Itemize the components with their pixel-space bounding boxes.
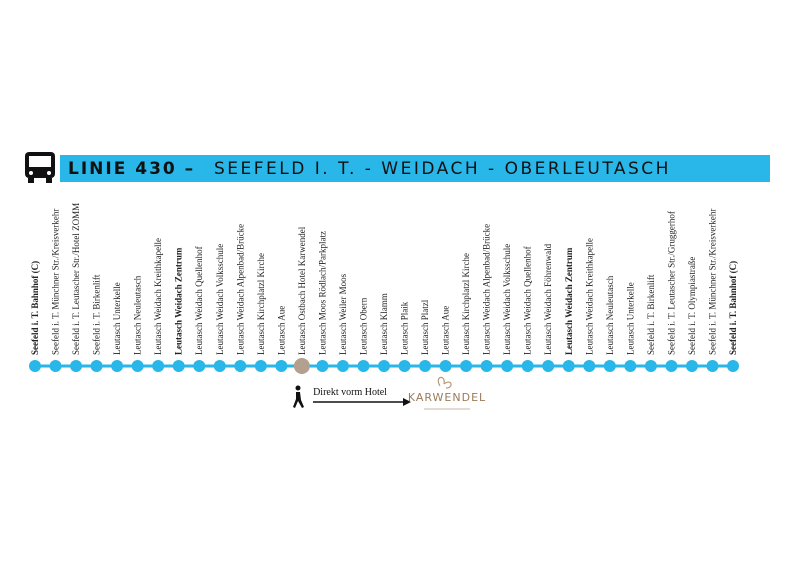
- stop-label: Leutasch Weidach Zentrum: [174, 247, 184, 355]
- stop-label: Leutasch Weidach Volksschule: [215, 244, 225, 355]
- stop-label: Seefeld i. T. Münchner Str./Kreisverkehr: [707, 209, 717, 355]
- stop-dot: [480, 360, 493, 372]
- stop-dot: [90, 360, 103, 372]
- stop-label: Seefeld i. T. Olympiastraße: [687, 257, 697, 355]
- stop-dot: [706, 360, 719, 372]
- route-title: SEEFELD I. T. - WEIDACH - OBERLEUTASCH: [214, 159, 671, 179]
- stop-dot: [254, 360, 267, 372]
- line-number: LINIE 430 –: [68, 159, 195, 179]
- stop-dot: [336, 360, 349, 372]
- stop-dot: [603, 360, 616, 372]
- stop-dot: [419, 360, 432, 372]
- stop-label: Seefeld i. T. Birkenlift: [92, 274, 102, 355]
- stop-dot: [398, 360, 411, 372]
- stop-label: Leutasch Aue: [276, 306, 286, 355]
- stop-label: Seefeld i. T. Bahnhof (C): [728, 261, 738, 355]
- stops: Seefeld i. T. Bahnhof (C) Seefeld i. T. M…: [29, 203, 739, 374]
- stop-dot: [727, 360, 739, 372]
- stop-dot: [29, 360, 41, 372]
- stop-label: Leutasch Platzl: [420, 299, 430, 355]
- stop-dot: [275, 360, 288, 372]
- stop-dot: [234, 360, 247, 372]
- stop-label: Leutasch Moos Rödlach/Parkplatz: [317, 231, 327, 355]
- stop-dot: [665, 360, 678, 372]
- stop-dot: [49, 360, 62, 372]
- hotel-stop: [293, 358, 310, 374]
- stop-dot: [213, 360, 226, 372]
- logo-mark: [437, 376, 452, 389]
- stop-dot: [501, 360, 514, 372]
- stop-label: Leutasch Neuleutasch: [133, 275, 143, 355]
- stop-label: Leutasch Klamm: [379, 293, 389, 355]
- arrow-head: [403, 398, 411, 406]
- logo-text: KARWENDEL: [408, 391, 486, 404]
- stop-dot: [439, 360, 452, 372]
- stop-label: Seefeld i. T. Leutascher Str./Hotel ZOMM: [71, 203, 81, 355]
- stop-label: Leutasch Weidach Volksschule: [502, 244, 512, 355]
- stop-label: Leutasch Weiler Moos: [338, 273, 348, 355]
- stop-dot: [70, 360, 83, 372]
- stop-dot: [357, 360, 370, 372]
- stop-dot: [378, 360, 390, 372]
- stop-dot: [111, 360, 124, 372]
- stop-label: Seefeld i. T. Münchner Str./Kreisverkehr: [51, 209, 61, 355]
- stop-dot: [172, 360, 185, 372]
- stop-dot: [644, 360, 657, 372]
- stop-label: Leutasch Weidach Quellenhof: [194, 246, 204, 355]
- stop-dot: [152, 360, 165, 372]
- stop-label: Leutasch Unterkelle: [625, 282, 635, 355]
- bus-icon: [25, 152, 55, 183]
- stop-label: Leutasch Weidach Alpenbad/Brücke: [235, 224, 245, 355]
- stop-dot: [131, 360, 144, 372]
- walk-icon: [293, 385, 304, 408]
- stop-label: Leutasch Obern: [358, 297, 368, 355]
- stop-dot: [562, 360, 575, 372]
- stop-dot: [624, 360, 637, 372]
- stop-label: Leutasch Neuleutasch: [605, 275, 615, 355]
- stop-label: Leutasch Weidach Alpenbad/Brücke: [482, 224, 492, 355]
- stop-label: Leutasch Weidach Kreithkapelle: [153, 238, 163, 355]
- stop-dot: [193, 360, 206, 372]
- stop-dot: [316, 360, 329, 372]
- stop-label: Leutasch Kirchplatzl Kirche: [461, 253, 471, 355]
- stop-label: Leutasch Weidach Zentrum: [564, 247, 574, 355]
- stop-label: Leutasch Plaik: [400, 301, 410, 355]
- stop-label: Leutasch Aue: [441, 306, 451, 355]
- stop-label: Leutasch Ostbach Hotel Karwendel: [297, 226, 307, 355]
- stop-label: Leutasch Unterkelle: [112, 282, 122, 355]
- stop-label: Leutasch Kirchplatzl Kirche: [256, 253, 266, 355]
- stop-label: Seefeld i. T. Birkenlift: [646, 274, 656, 355]
- stop-label: Leutasch Weidach Föhrenwald: [543, 243, 553, 355]
- stop-dot: [583, 360, 596, 372]
- stop-dot: [460, 360, 473, 372]
- stop-label: Leutasch Weidach Quellenhof: [523, 246, 533, 355]
- stop-label: Seefeld i. T. Leutascher Str./Gruggerhof: [666, 211, 676, 355]
- hotel-note: Direkt vorm Hotel: [313, 387, 387, 398]
- stop-dot: [685, 360, 698, 372]
- stop-label: Seefeld i. T. Bahnhof (C): [30, 261, 40, 355]
- stop-dot: [521, 360, 534, 372]
- stop-dot: [542, 360, 555, 372]
- stop-label: Leutasch Weidach Kreithkapelle: [584, 238, 594, 355]
- header-bar: [60, 155, 770, 182]
